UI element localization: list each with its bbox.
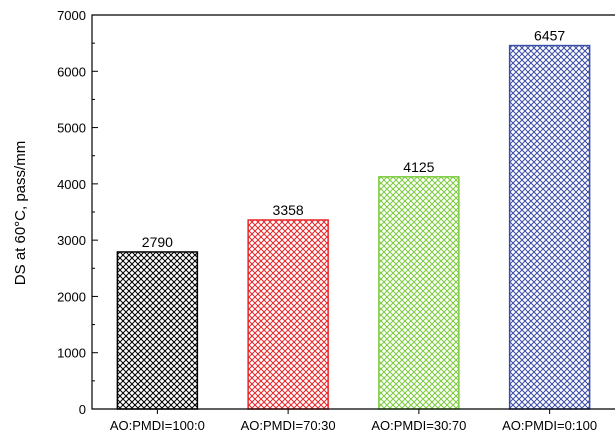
bars-layer [116,44,591,410]
bar-value-label: 4125 [403,159,434,175]
y-tick-label: 1000 [57,346,86,361]
y-tick-label: 7000 [57,8,86,23]
bar-1 [116,251,199,410]
y-tick-label: 3000 [57,233,86,248]
bar-value-label: 6457 [534,28,565,44]
bar-value-label: 2790 [142,234,173,250]
x-tick-label: AO:PMDI=70:30 [241,418,336,433]
bar-4 [508,44,591,410]
x-tick-label: AO:PMDI=30:70 [371,418,466,433]
y-tick-label: 5000 [57,121,86,136]
y-axis-title: DS at 60°C, pass/mm [12,141,29,285]
plot-frame [91,14,615,410]
y-tick-label: 2000 [57,289,86,304]
axes [91,14,615,414]
bar-3 [378,176,460,410]
bar-2 [247,219,329,410]
x-tick-label: AO:PMDI=0:100 [502,418,597,433]
y-tick-label: 6000 [57,64,86,79]
labels-layer: 2790 AO:PMDI=100:0 3358 AO:PMDI=70:30 4125 AO… [57,8,597,433]
y-tick-label: 4000 [57,177,86,192]
y-tick-label: 0 [79,402,86,417]
x-tick-label: AO:PMDI=100:0 [110,418,205,433]
bar-value-label: 3358 [273,202,304,218]
